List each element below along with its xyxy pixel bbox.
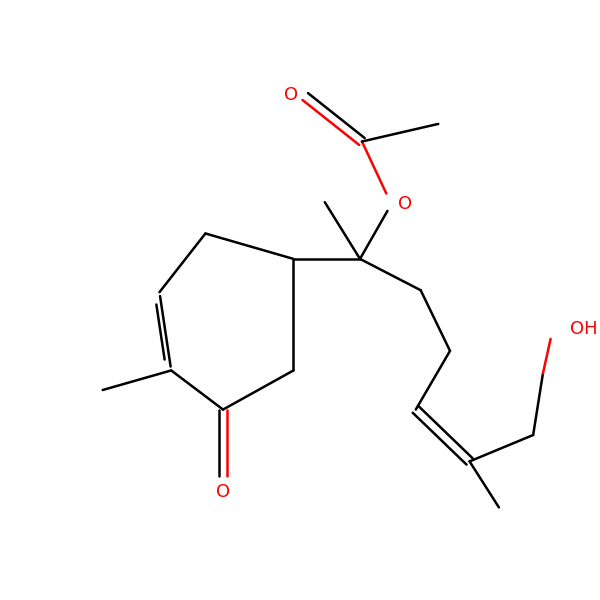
Text: O: O xyxy=(216,483,230,501)
Text: O: O xyxy=(398,195,412,213)
Text: OH: OH xyxy=(571,320,598,338)
Text: O: O xyxy=(284,86,299,104)
